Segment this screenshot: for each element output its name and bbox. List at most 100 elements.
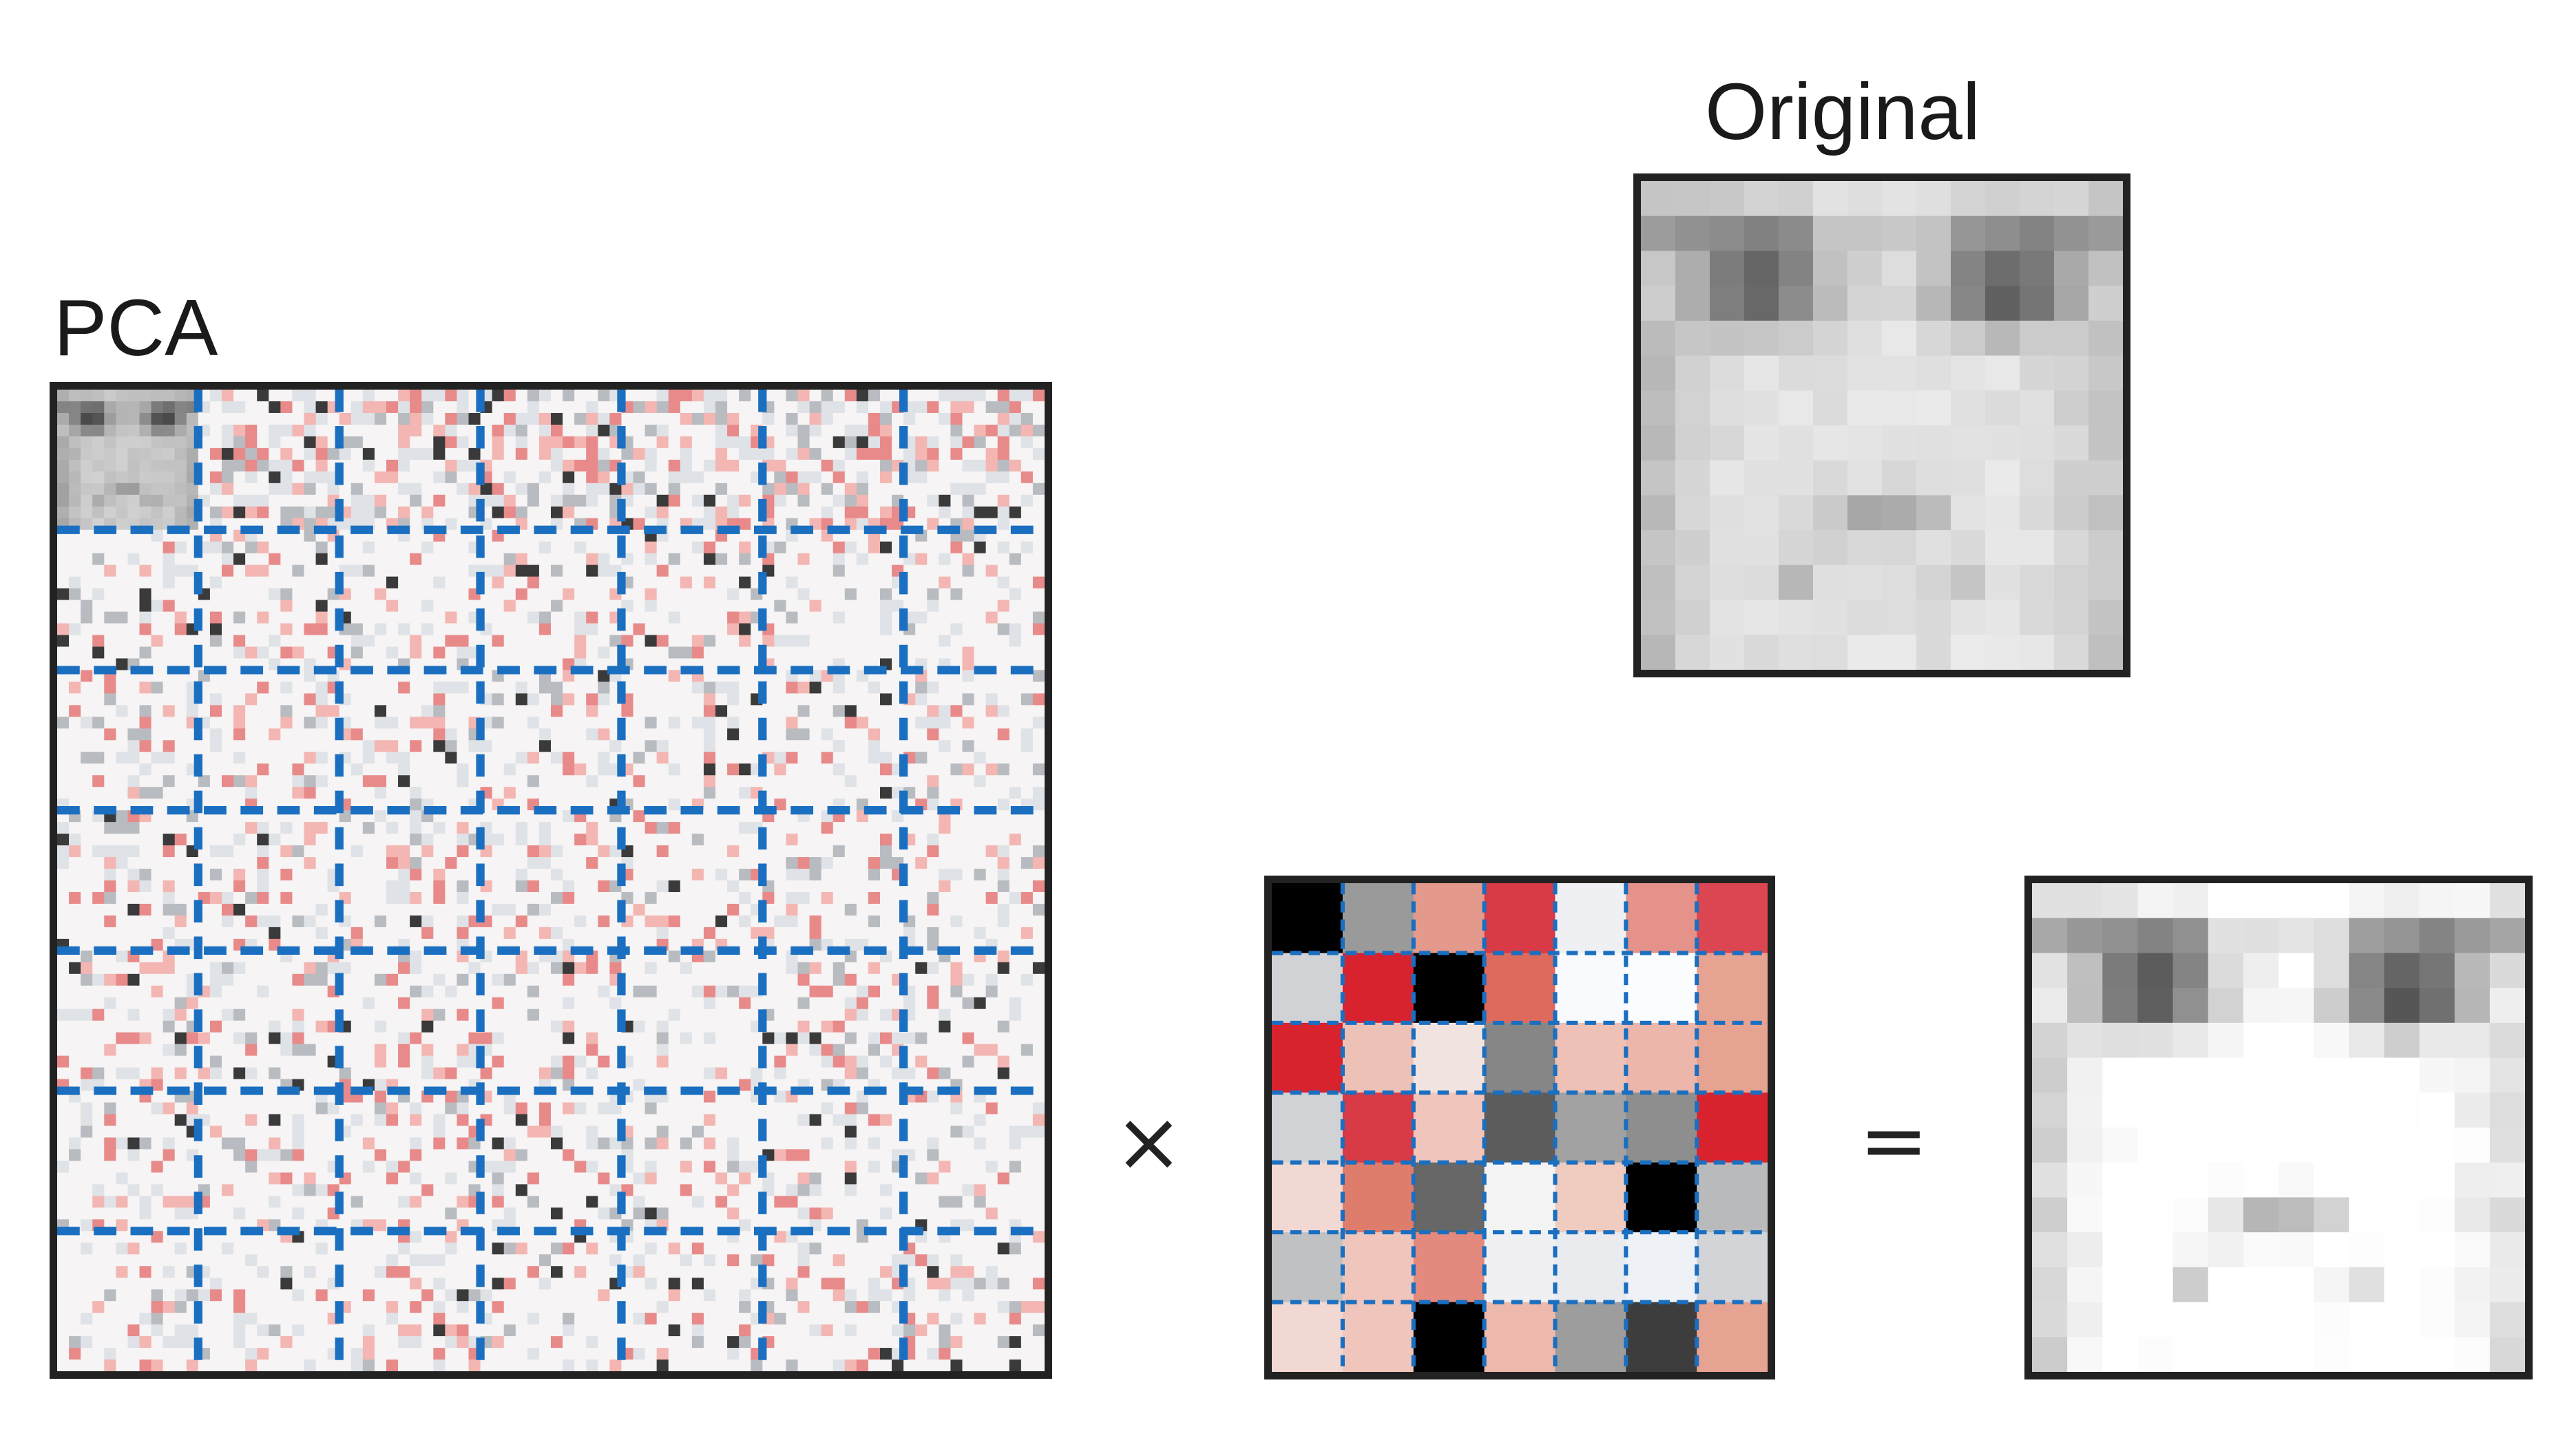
component-pixel bbox=[315, 717, 328, 729]
component-pixel bbox=[492, 1044, 505, 1057]
component-pixel bbox=[362, 553, 375, 566]
component-pixel bbox=[868, 401, 881, 414]
component-pixel bbox=[445, 541, 458, 554]
component-pixel bbox=[57, 985, 70, 998]
component-pixel bbox=[233, 717, 246, 729]
component-pixel bbox=[703, 938, 716, 951]
component-pixel bbox=[433, 915, 446, 928]
component-pixel bbox=[844, 717, 857, 729]
component-pixel bbox=[997, 845, 1010, 858]
component-pixel bbox=[304, 401, 317, 414]
component-pixel bbox=[139, 822, 152, 834]
component-pixel bbox=[633, 927, 646, 940]
component-pixel bbox=[350, 763, 364, 776]
component-pixel bbox=[645, 880, 658, 893]
component-pixel bbox=[1009, 646, 1022, 659]
component-pixel bbox=[680, 822, 693, 834]
component-pixel bbox=[927, 494, 939, 507]
component-pixel bbox=[139, 623, 152, 636]
component-pixel bbox=[245, 483, 258, 496]
component-pixel bbox=[1009, 401, 1022, 414]
component-pixel bbox=[786, 869, 799, 881]
component-pixel bbox=[586, 763, 598, 776]
component-pixel bbox=[727, 973, 740, 986]
component-pixel bbox=[233, 822, 246, 834]
component-pixel bbox=[92, 483, 105, 496]
component-pixel bbox=[645, 611, 658, 624]
component-pixel bbox=[844, 494, 857, 507]
component-pixel bbox=[410, 390, 422, 402]
component-pixel bbox=[563, 927, 575, 940]
component-pixel bbox=[844, 646, 857, 659]
component-pixel bbox=[457, 775, 470, 787]
component-pixel bbox=[222, 600, 234, 613]
component-pixel bbox=[245, 611, 258, 624]
component-pixel bbox=[645, 728, 658, 741]
component-pixel bbox=[92, 1008, 105, 1022]
component-pixel bbox=[186, 740, 199, 752]
component-pixel bbox=[727, 1008, 740, 1022]
component-pixel bbox=[362, 705, 375, 717]
component-pixel bbox=[410, 927, 422, 940]
component-pixel bbox=[245, 857, 258, 869]
component-pixel bbox=[292, 903, 305, 916]
component-pixel bbox=[280, 752, 293, 764]
component-pixel bbox=[163, 646, 176, 659]
component-pixel bbox=[927, 740, 939, 752]
component-pixel bbox=[457, 611, 470, 624]
component-pixel bbox=[315, 483, 328, 496]
component-pixel bbox=[209, 471, 222, 484]
component-pixel bbox=[633, 424, 646, 437]
component-pixel bbox=[304, 1032, 317, 1045]
component-pixel bbox=[104, 459, 116, 472]
component-pixel bbox=[304, 553, 317, 566]
component-pixel bbox=[292, 424, 305, 437]
component-pixel bbox=[774, 541, 787, 554]
component-pixel bbox=[374, 390, 387, 402]
component-pixel bbox=[563, 1020, 575, 1033]
component-pixel bbox=[222, 962, 234, 975]
component-pixel bbox=[703, 752, 716, 764]
component-pixel bbox=[445, 635, 458, 648]
component-pixel bbox=[939, 436, 952, 449]
component-pixel bbox=[362, 915, 375, 928]
component-pixel bbox=[222, 401, 234, 414]
component-pixel bbox=[985, 553, 998, 566]
component-pixel bbox=[985, 541, 998, 554]
component-pixel bbox=[997, 564, 1010, 578]
component-pixel bbox=[1020, 891, 1034, 905]
component-pixel bbox=[257, 541, 269, 554]
component-pixel bbox=[503, 997, 516, 1010]
component-pixel bbox=[997, 623, 1010, 636]
component-pixel bbox=[445, 611, 458, 624]
component-pixel bbox=[598, 822, 610, 834]
component-pixel bbox=[703, 1032, 716, 1045]
component-pixel bbox=[762, 997, 775, 1010]
component-pixel bbox=[327, 997, 340, 1010]
component-pixel bbox=[339, 1067, 352, 1080]
component-pixel bbox=[69, 412, 81, 425]
component-pixel bbox=[116, 775, 129, 787]
component-pixel bbox=[457, 834, 470, 846]
component-pixel bbox=[527, 927, 540, 940]
component-pixel bbox=[809, 623, 822, 636]
component-pixel bbox=[410, 623, 422, 636]
component-pixel bbox=[163, 973, 176, 986]
component-pixel bbox=[350, 459, 364, 472]
component-pixel bbox=[668, 553, 681, 566]
component-pixel bbox=[139, 705, 152, 717]
component-pixel bbox=[727, 834, 740, 846]
component-pixel bbox=[116, 518, 129, 531]
component-pixel bbox=[574, 1020, 587, 1033]
component-pixel bbox=[915, 635, 928, 648]
component-pixel bbox=[163, 717, 176, 729]
component-pixel bbox=[386, 447, 399, 461]
component-pixel bbox=[503, 845, 516, 858]
component-pixel bbox=[1009, 869, 1022, 881]
component-pixel bbox=[797, 717, 810, 729]
component-pixel bbox=[163, 424, 176, 437]
component-pixel bbox=[680, 506, 693, 519]
component-pixel bbox=[245, 693, 258, 706]
component-pixel bbox=[915, 775, 928, 787]
component-pixel bbox=[868, 728, 881, 741]
